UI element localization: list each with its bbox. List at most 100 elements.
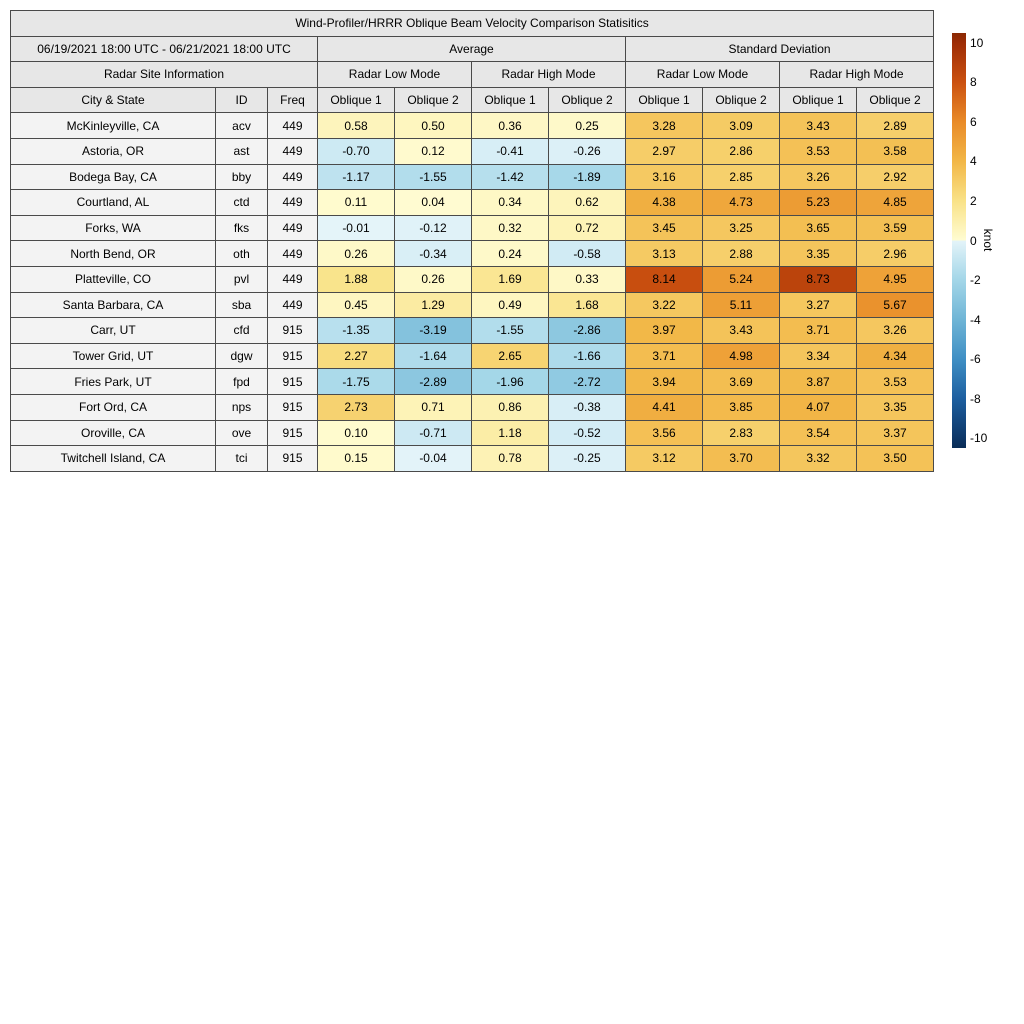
city-state-cell: Santa Barbara, CA — [10, 291, 216, 319]
value-cell: 2.73 — [317, 393, 395, 421]
value-cell: 4.85 — [855, 189, 935, 216]
value-cell: -0.34 — [394, 240, 472, 267]
value-cell: 2.89 — [855, 112, 935, 139]
value-cell: 0.58 — [317, 112, 395, 139]
value-cell: -1.17 — [317, 163, 395, 191]
oblique1-header: Oblique 1 — [317, 86, 395, 114]
value-cell: -0.41 — [471, 137, 549, 165]
title-row: Wind-Profiler/HRRR Oblique Beam Velocity… — [9, 10, 935, 37]
value-cell: 3.53 — [779, 137, 857, 165]
city-state-cell: Carr, UT — [10, 317, 216, 344]
freq-header: Freq — [267, 86, 318, 114]
value-cell: 4.73 — [702, 189, 780, 216]
value-cell: 2.92 — [855, 163, 935, 191]
value-cell: 3.50 — [855, 445, 935, 472]
freq-cell: 915 — [267, 317, 318, 344]
table-row: Courtland, AL ctd 449 0.11 0.04 0.34 0.62 4.38 4… — [10, 189, 935, 216]
site-id-cell: tci — [215, 445, 268, 472]
table-row: Fort Ord, CA nps 915 2.73 0.71 0.86 -0.38 4.41 3… — [10, 393, 935, 421]
value-cell: -2.72 — [548, 368, 626, 395]
value-cell: 1.69 — [471, 265, 549, 293]
value-cell: 0.34 — [471, 189, 549, 216]
value-cell: 3.54 — [779, 419, 857, 447]
value-cell: 3.26 — [779, 163, 857, 191]
colorbar-tick-label: 0 — [970, 233, 977, 248]
value-cell: -0.26 — [548, 137, 626, 165]
site-id-cell: nps — [215, 393, 268, 421]
table-row: Platteville, CO pvl 449 1.88 0.26 1.69 0.33 8.1… — [10, 265, 935, 293]
value-cell: 3.28 — [625, 112, 703, 139]
value-cell: 3.32 — [779, 445, 857, 472]
city-state-cell: Fries Park, UT — [10, 368, 216, 395]
value-cell: 0.10 — [317, 419, 395, 447]
freq-cell: 449 — [267, 291, 318, 319]
value-cell: 3.71 — [625, 342, 703, 370]
value-cell: 3.53 — [855, 368, 935, 395]
value-cell: 3.70 — [702, 445, 780, 472]
freq-cell: 915 — [267, 368, 318, 395]
avg-high-mode-header: Radar High Mode — [471, 61, 626, 88]
value-cell: 0.12 — [394, 137, 472, 165]
site-id-cell: ove — [215, 419, 268, 447]
value-cell: 8.14 — [625, 265, 703, 293]
table-row: McKinleyville, CA acv 449 0.58 0.50 0.36 0.25 3… — [10, 112, 935, 139]
city-state-cell: Bodega Bay, CA — [10, 163, 216, 191]
site-id-cell: fpd — [215, 368, 268, 395]
value-cell: 4.41 — [625, 393, 703, 421]
value-cell: 3.34 — [779, 342, 857, 370]
value-cell: 0.62 — [548, 189, 626, 216]
id-header: ID — [215, 86, 268, 114]
table-title: Wind-Profiler/HRRR Oblique Beam Velocity… — [9, 10, 935, 37]
value-cell: 3.26 — [855, 317, 935, 344]
value-cell: 3.85 — [702, 393, 780, 421]
value-cell: -1.42 — [471, 163, 549, 191]
value-cell: 4.98 — [702, 342, 780, 370]
value-cell: 3.35 — [855, 393, 935, 421]
value-cell: 3.65 — [779, 214, 857, 242]
value-cell: 0.50 — [394, 112, 472, 139]
group-header-row: 06/19/2021 18:00 UTC - 06/21/2021 18:00 … — [10, 35, 935, 63]
value-cell: 0.04 — [394, 189, 472, 216]
value-cell: 5.23 — [779, 189, 857, 216]
site-id-cell: ctd — [215, 189, 268, 216]
value-cell: 3.22 — [625, 291, 703, 319]
site-id-cell: pvl — [215, 265, 268, 293]
value-cell: 3.59 — [855, 214, 935, 242]
value-cell: -1.55 — [471, 317, 549, 344]
site-info-header: Radar Site Information — [10, 61, 318, 88]
value-cell: 0.26 — [394, 265, 472, 293]
oblique1-header: Oblique 1 — [779, 86, 857, 114]
oblique2-header: Oblique 2 — [855, 86, 935, 114]
column-header-row: City & State ID Freq Oblique 1 Oblique 2… — [10, 86, 935, 114]
site-id-cell: oth — [215, 240, 268, 267]
city-state-cell: Courtland, AL — [10, 189, 216, 216]
colorbar-tick-label: 4 — [970, 154, 977, 169]
value-cell: -0.04 — [394, 445, 472, 472]
value-cell: -1.66 — [548, 342, 626, 370]
value-cell: -1.64 — [394, 342, 472, 370]
value-cell: -1.96 — [471, 368, 549, 395]
value-cell: 3.25 — [702, 214, 780, 242]
oblique2-header: Oblique 2 — [548, 86, 626, 114]
value-cell: -1.35 — [317, 317, 395, 344]
colorbar — [952, 33, 966, 448]
value-cell: 5.67 — [855, 291, 935, 319]
value-cell: 0.26 — [317, 240, 395, 267]
value-cell: 0.45 — [317, 291, 395, 319]
site-id-cell: bby — [215, 163, 268, 191]
value-cell: 4.07 — [779, 393, 857, 421]
city-state-cell: Oroville, CA — [10, 419, 216, 447]
value-cell: 0.71 — [394, 393, 472, 421]
freq-cell: 449 — [267, 163, 318, 191]
value-cell: 3.09 — [702, 112, 780, 139]
site-id-cell: dgw — [215, 342, 268, 370]
group-std-header: Standard Deviation — [624, 35, 935, 63]
value-cell: 2.65 — [471, 342, 549, 370]
city-state-cell: Tower Grid, UT — [10, 342, 216, 370]
city-state-cell: Platteville, CO — [10, 265, 216, 293]
value-cell: 0.36 — [471, 112, 549, 139]
colorbar-tick-label: -8 — [970, 391, 981, 406]
table-row: Bodega Bay, CA bby 449 -1.17 -1.55 -1.42 -1.89… — [10, 163, 935, 191]
date-range: 06/19/2021 18:00 UTC - 06/21/2021 18:00 … — [10, 35, 318, 63]
site-id-cell: fks — [215, 214, 268, 242]
